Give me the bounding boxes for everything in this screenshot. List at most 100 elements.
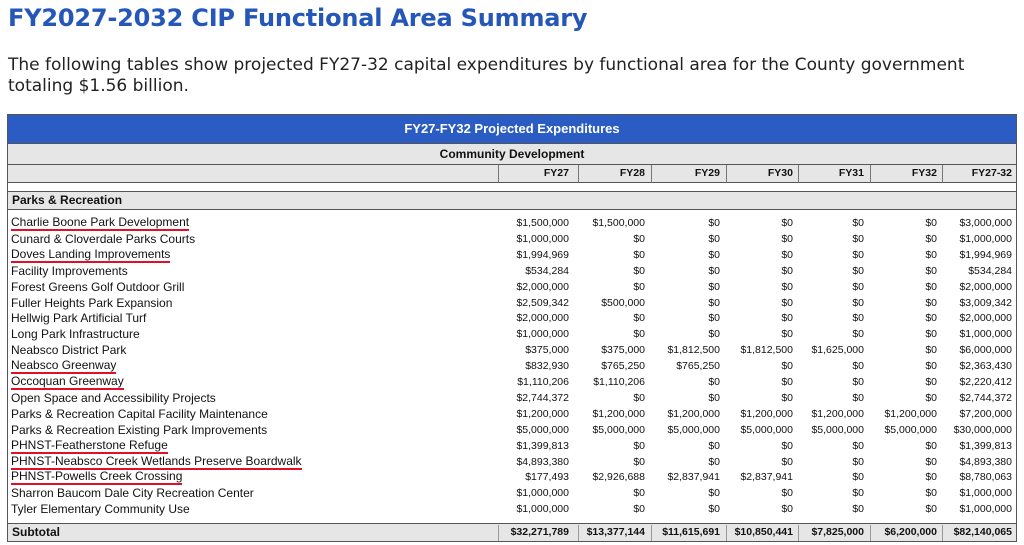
- project-name: Forest Greens Golf Outdoor Grill: [11, 279, 185, 294]
- table-row: Long Park Infrastructure $1,000,000 $0 $0 $0…: [8, 326, 1016, 342]
- subtotal-fy29: $11,615,691: [662, 526, 720, 538]
- column-header-row: FY27 FY28 FY29 FY30 FY31 FY32 FY27-32: [8, 165, 1016, 183]
- cell-fy28: $500,000: [601, 296, 645, 309]
- project-name: PHNST-Powells Creek Crossing: [11, 469, 183, 486]
- cell-fy31: $0: [852, 296, 864, 309]
- cell-fy27: $2,000,000: [516, 280, 569, 293]
- column-header-fy32: FY32: [911, 167, 937, 179]
- table-row: Parks & Recreation Existing Park Improve…: [8, 422, 1016, 438]
- cell-fy28: $765,250: [601, 360, 645, 373]
- cell-fy27-32: $7,200,000: [959, 407, 1012, 420]
- table-row: PHNST-Featherstone Refuge $1,399,813 $0 $0 $…: [8, 438, 1016, 454]
- cell-fy31: $0: [852, 264, 864, 277]
- cell-fy27: $1,000,000: [516, 487, 569, 500]
- cell-fy27-32: $1,994,969: [959, 248, 1012, 261]
- subtotal-fy27-32: $82,140,065: [953, 526, 1012, 538]
- cell-fy30: $0: [781, 328, 793, 341]
- cell-fy32: $0: [925, 264, 937, 277]
- subtotal-row: Subtotal $32,271,789 $13,377,144 $11,615,6…: [8, 523, 1016, 541]
- cell-fy31: $0: [852, 217, 864, 229]
- column-header-fy30: FY30: [767, 167, 793, 179]
- table-row: PHNST-Neabsco Creek Wetlands Preserve Bo…: [8, 454, 1016, 470]
- cell-fy30: $1,812,500: [740, 344, 793, 357]
- subtotal-label: Subtotal: [12, 525, 60, 539]
- cell-fy30: $1,200,000: [740, 407, 793, 420]
- cell-fy31: $1,200,000: [811, 407, 864, 420]
- cell-fy27-32: $1,000,000: [959, 503, 1012, 516]
- cell-fy32: $0: [925, 232, 937, 245]
- cell-fy27: $1,000,000: [516, 232, 569, 245]
- cell-fy29: $0: [708, 312, 720, 325]
- cell-fy30: $0: [781, 376, 793, 388]
- cell-fy29: $0: [708, 391, 720, 404]
- cell-fy28: $1,110,206: [593, 376, 645, 388]
- project-name: Occoquan Greenway: [11, 374, 124, 390]
- column-header-fy28: FY28: [619, 167, 645, 179]
- cell-fy28: $0: [633, 232, 645, 245]
- cell-fy28: $0: [633, 439, 645, 452]
- cell-fy27: $1,200,000: [516, 407, 569, 420]
- cell-fy32: $0: [925, 439, 937, 452]
- cell-fy31: $0: [852, 439, 864, 452]
- project-name: Parks & Recreation Capital Facility Main…: [11, 406, 268, 421]
- cell-fy27-32: $2,220,412: [959, 376, 1012, 388]
- cell-fy29: $0: [708, 503, 720, 516]
- column-header-fy27-32: FY27-32: [971, 167, 1012, 179]
- cell-fy30: $0: [781, 232, 793, 245]
- cell-fy29: $0: [708, 376, 720, 388]
- cell-fy29: $0: [708, 264, 720, 277]
- cell-fy27-32: $1,000,000: [959, 328, 1012, 341]
- cell-fy27-32: $8,780,063: [959, 471, 1012, 484]
- cell-fy27: $1,000,000: [516, 328, 569, 341]
- cell-fy32: $0: [925, 280, 937, 293]
- cell-fy28: $0: [633, 487, 645, 500]
- project-name: Tyler Elementary Community Use: [11, 502, 190, 517]
- subtotal-fy30: $10,850,441: [734, 526, 793, 538]
- cell-fy31: $0: [852, 487, 864, 500]
- cell-fy29: $765,250: [676, 360, 720, 373]
- cell-fy27-32: $2,000,000: [959, 312, 1012, 325]
- table-row: Sharron Baucom Dale City Recreation Cent…: [8, 485, 1016, 501]
- column-header-fy27: FY27: [543, 167, 569, 179]
- cell-fy27: $1,399,813: [516, 439, 569, 452]
- cell-fy27: $2,744,372: [516, 391, 569, 404]
- project-name: Hellwig Park Artificial Turf: [11, 311, 147, 326]
- cell-fy29: $0: [708, 217, 720, 229]
- cell-fy27: $375,000: [525, 344, 569, 357]
- cell-fy32: $0: [925, 217, 937, 229]
- cell-fy30: $2,837,941: [740, 471, 793, 484]
- cell-fy28: $1,500,000: [592, 217, 645, 229]
- cell-fy27-32: $1,399,813: [959, 439, 1012, 452]
- cell-fy27-32: $534,284: [968, 264, 1012, 277]
- cell-fy27: $1,110,206: [517, 376, 569, 388]
- table-row: Doves Landing Improvements $1,994,969 $0 $0…: [8, 247, 1016, 263]
- subtotal-fy32: $6,200,000: [884, 526, 937, 538]
- cell-fy28: $1,200,000: [592, 407, 645, 420]
- cell-fy28: $0: [633, 312, 645, 325]
- cell-fy32: $0: [925, 312, 937, 325]
- cell-fy29: $0: [708, 296, 720, 309]
- cell-fy31: $0: [852, 503, 864, 516]
- cell-fy31: $0: [852, 280, 864, 293]
- project-name: Sharron Baucom Dale City Recreation Cent…: [11, 486, 254, 501]
- cell-fy27-32: $3,009,342: [959, 296, 1012, 309]
- page-title: FY2027-2032 CIP Functional Area Summary: [8, 4, 588, 32]
- cell-fy31: $0: [852, 360, 864, 373]
- project-name: PHNST-Featherstone Refuge: [11, 437, 168, 454]
- table-row: PHNST-Powells Creek Crossing $177,493 $2,9…: [8, 469, 1016, 486]
- table-row: Forest Greens Golf Outdoor Grill $2,000,0…: [8, 279, 1016, 295]
- cell-fy31: $0: [852, 391, 864, 404]
- table-row: Hellwig Park Artificial Turf $2,000,000 $0…: [8, 310, 1016, 326]
- cell-fy28: $5,000,000: [592, 423, 645, 436]
- table-row: Open Space and Accessibility Projects $2,…: [8, 390, 1016, 406]
- project-name: Long Park Infrastructure: [11, 327, 140, 342]
- cell-fy29: $1,200,000: [667, 407, 720, 420]
- cell-fy27-32: $1,000,000: [959, 232, 1012, 245]
- subtotal-fy31: $7,825,000: [811, 526, 864, 538]
- cell-fy32: $0: [925, 503, 937, 516]
- cell-fy27-32: $1,000,000: [959, 487, 1012, 500]
- cell-fy27-32: $30,000,000: [953, 423, 1012, 436]
- cell-fy28: $0: [633, 248, 645, 261]
- cell-fy29: $0: [708, 487, 720, 500]
- cell-fy32: $1,200,000: [884, 407, 937, 420]
